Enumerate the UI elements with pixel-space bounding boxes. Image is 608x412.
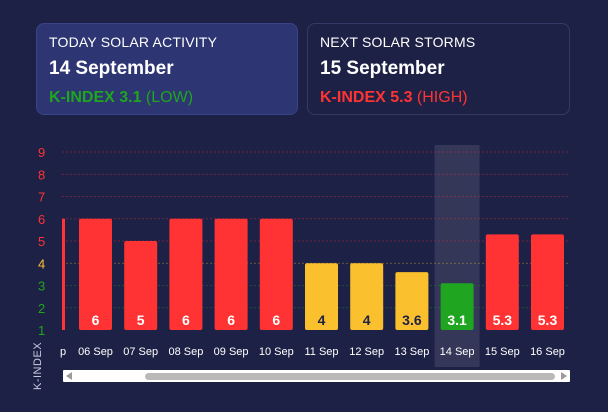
bar-value-label: 4 (363, 312, 371, 328)
bar-value-label: 6 (272, 312, 280, 328)
bar (79, 218, 112, 330)
y-axis-label: K-INDEX (32, 341, 44, 390)
bar-partial (62, 218, 65, 330)
today-date: 14 September (49, 58, 174, 79)
bar (169, 218, 203, 330)
bar (214, 218, 248, 330)
next-solar-storms-card: NEXT SOLAR STORMS 15 September K-INDEX 5… (307, 23, 570, 115)
next-label: NEXT SOLAR STORMS (320, 34, 476, 50)
bar (124, 241, 158, 330)
y-tick-label: 9 (38, 145, 45, 160)
scroll-left-arrow-icon[interactable] (66, 372, 72, 380)
bar-value-label: 3.1 (447, 312, 467, 328)
bar (485, 234, 519, 330)
today-kindex-line: K-INDEX 3.1 (LOW) (49, 89, 285, 107)
bar (259, 218, 293, 330)
x-tick-label-partial: p (60, 346, 66, 358)
bar (531, 234, 564, 330)
today-label: TODAY SOLAR ACTIVITY (49, 34, 218, 50)
bar (440, 283, 474, 330)
x-tick-label: 09 Sep (214, 346, 249, 358)
y-tick-label: 4 (38, 256, 45, 271)
bar (350, 263, 384, 330)
x-tick-label: 16 Sep (530, 346, 565, 358)
x-tick-label: 08 Sep (168, 346, 203, 358)
y-tick-label: 7 (38, 190, 45, 205)
bar-value-label: 4 (318, 312, 326, 328)
scroll-right-arrow-icon[interactable] (561, 372, 567, 380)
bar-value-label: 5 (137, 312, 145, 328)
x-tick-label: 15 Sep (485, 346, 520, 358)
bar (395, 272, 429, 330)
today-solar-activity-card: TODAY SOLAR ACTIVITY 14 September K-INDE… (36, 23, 298, 115)
x-tick-label: 07 Sep (123, 346, 158, 358)
y-tick-label: 5 (38, 234, 45, 249)
x-tick-label: 12 Sep (349, 346, 384, 358)
bar-value-label: 6 (182, 312, 190, 328)
y-tick-label: 8 (38, 167, 45, 182)
x-tick-label: 10 Sep (259, 346, 294, 358)
scroll-thumb[interactable] (145, 373, 555, 380)
y-tick-label: 6 (38, 212, 45, 227)
bar-value-label: 6 (92, 312, 100, 328)
next-level: (HIGH) (416, 89, 468, 106)
next-date: 15 September (320, 58, 445, 79)
bar (305, 263, 338, 330)
chart-scrollbar[interactable] (63, 370, 570, 382)
today-level: (LOW) (145, 89, 194, 106)
y-tick-label: 1 (38, 323, 45, 338)
x-tick-label: 14 Sep (440, 346, 475, 358)
x-tick-label: 13 Sep (394, 346, 429, 358)
y-tick-label: 3 (38, 279, 45, 294)
kindex-bar-chart: 1 2 3 4 5 6 7 8 9 p 6 06 Sep 5 07 Sep 6 08 Sep 6 09 Sep 6 1… (38, 145, 570, 367)
y-tick-label: 2 (38, 301, 45, 316)
x-tick-label: 11 Sep (304, 346, 338, 358)
highlight-band (434, 145, 480, 367)
bar-value-label: 5.3 (538, 312, 558, 328)
bar-value-label: 3.6 (402, 312, 422, 328)
x-tick-label: 06 Sep (78, 346, 113, 358)
bar-value-label: 6 (227, 312, 235, 328)
today-kindex: K-INDEX 3.1 (49, 89, 142, 106)
next-kindex-line: K-INDEX 5.3 (HIGH) (320, 89, 557, 107)
bar-value-label: 5.3 (493, 312, 513, 328)
next-kindex: K-INDEX 5.3 (320, 89, 413, 106)
